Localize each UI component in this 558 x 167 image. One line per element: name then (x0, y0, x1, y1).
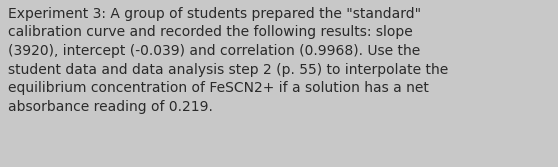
Text: Experiment 3: A group of students prepared the "standard"
calibration curve and : Experiment 3: A group of students prepar… (8, 7, 449, 114)
